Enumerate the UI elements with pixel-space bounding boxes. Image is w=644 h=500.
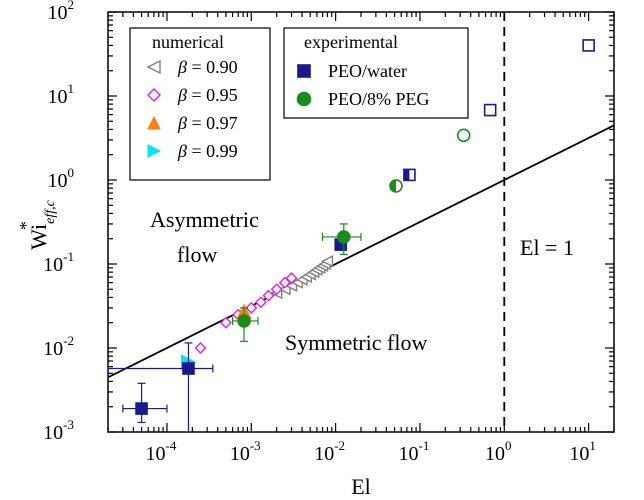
legend-numerical-entry: β = 0.97 bbox=[147, 113, 238, 133]
series-peo-8-peg bbox=[231, 128, 471, 342]
data-point bbox=[245, 301, 258, 314]
legend-numerical-entries: β = 0.90 β = 0.95 β = 0.97 β = 0.99 bbox=[146, 57, 238, 161]
symmetric-label: Symmetric flow bbox=[285, 330, 427, 355]
data-point bbox=[254, 296, 267, 309]
square-marker bbox=[297, 64, 311, 78]
data-point bbox=[456, 128, 471, 143]
legend-marker bbox=[297, 64, 311, 78]
circle-marker bbox=[456, 128, 471, 143]
data-marks-layer bbox=[108, 39, 595, 432]
legend-marker bbox=[146, 59, 161, 75]
el-equals-one-label: El = 1 bbox=[520, 235, 574, 260]
legend-numerical-label: β = 0.97 bbox=[177, 113, 238, 133]
series-peo-water bbox=[108, 39, 595, 432]
data-point bbox=[336, 230, 351, 244]
triangle-left-marker bbox=[320, 255, 334, 268]
legend-experimental-entry: PEO/8% PEG bbox=[296, 89, 430, 109]
legend-marker bbox=[147, 144, 162, 158]
legend-experimental-label: PEO/water bbox=[328, 61, 407, 81]
diamond-marker bbox=[278, 276, 291, 289]
x-tick-label: 10-2 bbox=[314, 438, 345, 465]
data-point bbox=[278, 276, 291, 289]
diamond-marker bbox=[245, 301, 258, 314]
y-axis-title-main: Wi bbox=[26, 224, 51, 250]
y-tick-label: 10-1 bbox=[43, 249, 74, 276]
svg-text:Wieff,c*: Wieff,c * bbox=[16, 199, 58, 249]
asymmetric-label-line1: Asymmetric bbox=[150, 207, 259, 232]
tick-labels-layer: 10-4 10-3 10-2 10-1 100 101 10-3 10-2 10-1 100 101… bbox=[43, 0, 596, 465]
triangle-right-marker bbox=[147, 144, 162, 158]
circle-marker-half bbox=[389, 179, 396, 192]
y-tick-label: 101 bbox=[48, 81, 75, 108]
square-marker-half bbox=[403, 169, 410, 181]
legend-numerical: numerical β = 0.90β = 0.95β = 0.97β = 0.… bbox=[129, 27, 271, 181]
legend-marker bbox=[147, 115, 161, 130]
legend-numerical-entry: β = 0.99 bbox=[147, 141, 238, 161]
x-tick-label: 10-4 bbox=[146, 438, 177, 465]
legend-experimental-entries: PEO/water PEO/8% PEG bbox=[296, 61, 430, 109]
asymmetric-label-line2: flow bbox=[177, 242, 217, 267]
y-tick-label: 100 bbox=[48, 165, 75, 192]
data-point bbox=[237, 314, 251, 328]
legend-marker bbox=[296, 91, 312, 107]
data-point bbox=[483, 103, 497, 117]
data-point bbox=[194, 342, 207, 354]
data-point bbox=[182, 362, 195, 375]
legend-numerical-entry: β = 0.90 bbox=[146, 57, 238, 77]
triangle-up-marker bbox=[147, 115, 161, 130]
square-marker bbox=[582, 39, 595, 52]
circle-marker bbox=[336, 230, 351, 244]
data-point bbox=[262, 289, 275, 302]
legend-experimental: experimental PEO/water PEO/8% PEG bbox=[283, 27, 469, 119]
reference-lines-layer bbox=[108, 12, 614, 432]
diamond-marker bbox=[270, 283, 283, 296]
y-tick-label: 10-3 bbox=[43, 417, 74, 444]
legend-numerical-entry: β = 0.95 bbox=[147, 85, 238, 105]
ticks-layer bbox=[107, 11, 615, 433]
diamond-marker bbox=[285, 272, 298, 285]
legend-numerical-title: numerical bbox=[152, 32, 224, 52]
series--0-95 bbox=[194, 272, 298, 354]
y-tick-label: 10-2 bbox=[43, 333, 74, 360]
x-tick-label: 100 bbox=[485, 438, 511, 465]
legend-numerical-label: β = 0.95 bbox=[177, 85, 238, 105]
y-tick-label: 102 bbox=[48, 0, 75, 24]
data-point bbox=[285, 272, 298, 285]
data-point bbox=[135, 402, 148, 415]
diamond-marker bbox=[219, 316, 232, 329]
circle-marker bbox=[296, 91, 312, 107]
data-point bbox=[219, 316, 232, 329]
x-axis-title: El bbox=[351, 474, 371, 499]
diamond-marker bbox=[262, 289, 275, 302]
data-point bbox=[389, 179, 403, 193]
reference-line bbox=[108, 124, 614, 379]
legend-experimental-box bbox=[283, 27, 469, 119]
square-marker bbox=[182, 362, 195, 375]
diamond-marker bbox=[194, 342, 207, 354]
x-tick-label: 10-3 bbox=[230, 438, 261, 465]
legend-experimental-entry: PEO/water bbox=[297, 61, 407, 81]
legend-experimental-title: experimental bbox=[304, 32, 398, 52]
square-marker bbox=[135, 402, 148, 415]
triangle-left-marker bbox=[146, 59, 161, 75]
y-axis-title-sup: * bbox=[16, 221, 36, 230]
legend-numerical-label: β = 0.99 bbox=[177, 141, 238, 161]
y-axis-title: Wieff,c * bbox=[16, 199, 58, 249]
legend-numerical-label: β = 0.90 bbox=[177, 57, 238, 77]
y-axis-title-sub: eff,c bbox=[43, 199, 58, 223]
x-tick-label: 101 bbox=[569, 438, 596, 465]
legend-marker bbox=[147, 88, 161, 102]
diamond-marker bbox=[254, 296, 267, 309]
data-point bbox=[582, 39, 595, 52]
data-point bbox=[320, 255, 334, 268]
data-point bbox=[403, 168, 416, 182]
square-marker bbox=[483, 103, 497, 117]
circle-marker bbox=[237, 314, 251, 328]
x-tick-label: 10-1 bbox=[399, 438, 430, 465]
data-point bbox=[270, 283, 283, 296]
diamond-marker bbox=[147, 88, 161, 102]
series--0-90 bbox=[270, 255, 334, 300]
legend-experimental-label: PEO/8% PEG bbox=[328, 89, 430, 109]
